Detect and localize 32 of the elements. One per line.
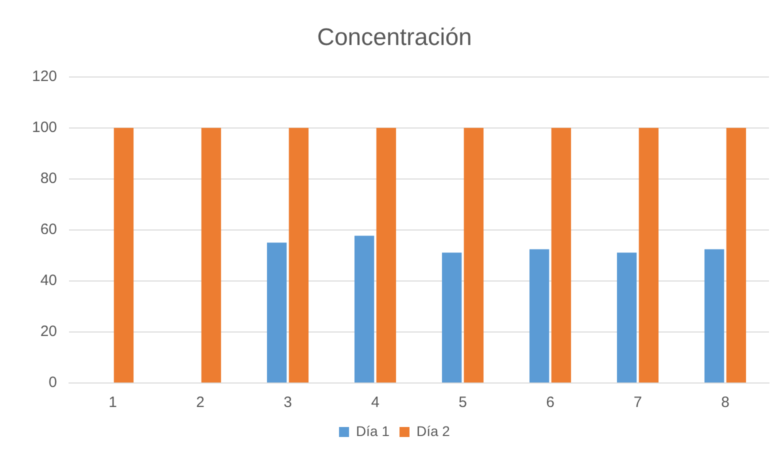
bar bbox=[114, 128, 134, 382]
x-tick-label: 1 bbox=[108, 394, 117, 412]
bar bbox=[464, 128, 484, 382]
y-tick-label: 120 bbox=[32, 68, 58, 85]
bar bbox=[726, 128, 746, 382]
legend-label: Día 2 bbox=[416, 422, 450, 439]
y-tick-label: 60 bbox=[40, 221, 58, 238]
bar bbox=[442, 252, 462, 382]
bar bbox=[551, 128, 572, 382]
x-tick-label: 8 bbox=[721, 394, 730, 412]
bar bbox=[354, 236, 374, 382]
bar bbox=[529, 249, 550, 382]
y-tick-label: 20 bbox=[40, 323, 58, 340]
legend-label: Día 1 bbox=[356, 422, 390, 439]
y-tick-label: 80 bbox=[40, 170, 58, 188]
bar bbox=[266, 242, 287, 382]
chart-title: Concentración bbox=[317, 24, 472, 52]
y-tick-label: 100 bbox=[32, 118, 58, 136]
x-tick-label: 6 bbox=[546, 394, 554, 412]
x-tick-label: 2 bbox=[196, 394, 204, 412]
bar bbox=[638, 128, 659, 382]
x-tick-label: 3 bbox=[284, 394, 292, 412]
x-tick-label: 5 bbox=[458, 394, 467, 412]
bar bbox=[201, 128, 222, 382]
y-tick-label: 40 bbox=[40, 272, 58, 290]
y-tick-label: 0 bbox=[48, 374, 58, 392]
bar bbox=[376, 128, 396, 382]
x-tick-label: 7 bbox=[634, 394, 642, 412]
bar bbox=[616, 252, 637, 382]
bar bbox=[288, 128, 309, 382]
bar bbox=[704, 249, 724, 382]
x-tick-label: 4 bbox=[371, 394, 380, 412]
